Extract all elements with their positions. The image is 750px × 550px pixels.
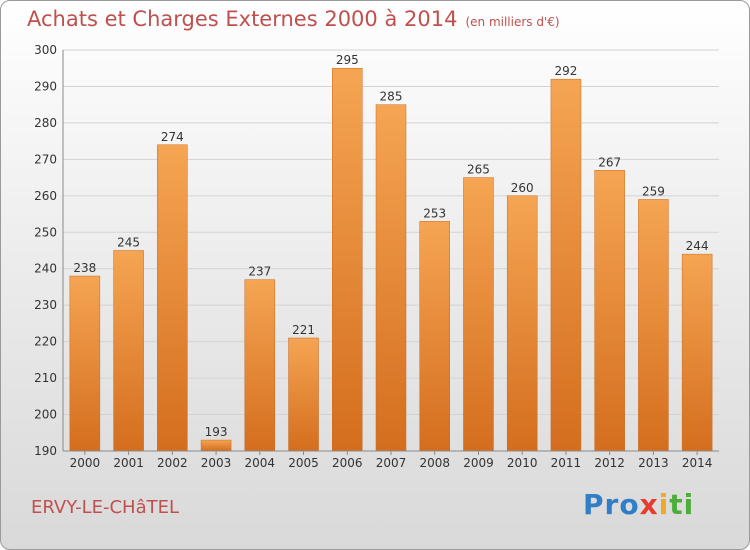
data-label-2000: 238	[73, 261, 96, 275]
bar-2002	[157, 144, 188, 452]
bar-2011	[550, 78, 582, 452]
logo-part-2: x	[639, 488, 659, 521]
bar-2009	[463, 177, 494, 452]
x-tick-label-2012: 2012	[594, 456, 625, 470]
y-tick-label: 300	[34, 43, 57, 57]
x-tick-label-2000: 2000	[70, 456, 101, 470]
data-label-2005: 221	[292, 323, 315, 337]
logo-part-3: i	[658, 488, 670, 521]
y-tick-label: 240	[34, 262, 57, 276]
chart-title-text: Achats et Charges Externes 2000 à 2014	[27, 7, 458, 31]
axes: 190 200 210 220 230 240 250 260 270 280 290 300 2000…	[34, 43, 719, 470]
bar-2013	[638, 199, 669, 452]
data-label-2008: 253	[423, 206, 446, 220]
bar-2010	[506, 195, 538, 452]
bar-2005	[288, 337, 319, 452]
x-tick-label-2002: 2002	[157, 456, 188, 470]
data-label-2013: 259	[642, 184, 665, 198]
x-tick-label-2013: 2013	[638, 456, 669, 470]
logo-part-1: Pro	[583, 488, 640, 521]
x-tick-label-2006: 2006	[332, 456, 363, 470]
bar-2004	[244, 279, 276, 452]
proxiti-logo: Proxiti	[583, 488, 694, 521]
y-tick-label: 220	[34, 335, 57, 349]
bar-2006	[332, 67, 363, 452]
data-label-2004: 237	[248, 265, 271, 279]
x-tick-label-2004: 2004	[245, 456, 276, 470]
x-tick-label-2009: 2009	[463, 456, 494, 470]
y-tick-label: 200	[34, 408, 57, 422]
data-label-2001: 245	[117, 236, 140, 250]
x-tick-label-2011: 2011	[551, 456, 582, 470]
x-tick-label-2001: 2001	[113, 456, 144, 470]
data-label-2007: 285	[380, 90, 403, 104]
chart-subtitle: (en milliers d'€)	[465, 15, 560, 29]
data-label-2011: 292	[554, 64, 577, 78]
bars	[69, 67, 713, 452]
data-label-2006: 295	[336, 53, 359, 67]
logo-part-4: ti	[669, 488, 695, 521]
data-label-2003: 193	[205, 425, 228, 439]
x-tick-label-2003: 2003	[201, 456, 232, 470]
data-label-2012: 267	[598, 155, 621, 169]
bar-2000	[69, 275, 101, 452]
city-name: ERVY-LE-CHâTEL	[31, 497, 179, 518]
x-tick-label-2010: 2010	[507, 456, 538, 470]
x-tick-label-2007: 2007	[376, 456, 407, 470]
x-tick-label-2005: 2005	[288, 456, 319, 470]
y-tick-label: 250	[34, 225, 57, 239]
y-tick-label: 290	[34, 79, 57, 93]
data-label-2002: 274	[161, 130, 184, 144]
chart-title: Achats et Charges Externes 2000 à 2014 (e…	[27, 7, 560, 31]
y-tick-label: 280	[34, 116, 57, 130]
x-tick-label-2014: 2014	[682, 456, 713, 470]
y-tick-label: 190	[34, 444, 57, 458]
data-label-2010: 260	[511, 181, 534, 195]
bar-2007	[375, 104, 407, 452]
bar-2012	[594, 170, 625, 452]
y-tick-label: 230	[34, 298, 57, 312]
data-labels: 238 245 274 193 237 221 295 285 253 265 260 292 267 2…	[73, 53, 708, 439]
bar-2001	[113, 250, 144, 452]
data-label-2009: 265	[467, 163, 490, 177]
x-tick-label-2008: 2008	[419, 456, 450, 470]
y-tick-label: 210	[34, 371, 57, 385]
bar-2003	[200, 439, 232, 452]
y-tick-label: 260	[34, 189, 57, 203]
y-tick-label: 270	[34, 152, 57, 166]
bar-2014	[681, 253, 713, 452]
bar-2008	[419, 221, 450, 452]
data-label-2014: 244	[686, 239, 709, 253]
